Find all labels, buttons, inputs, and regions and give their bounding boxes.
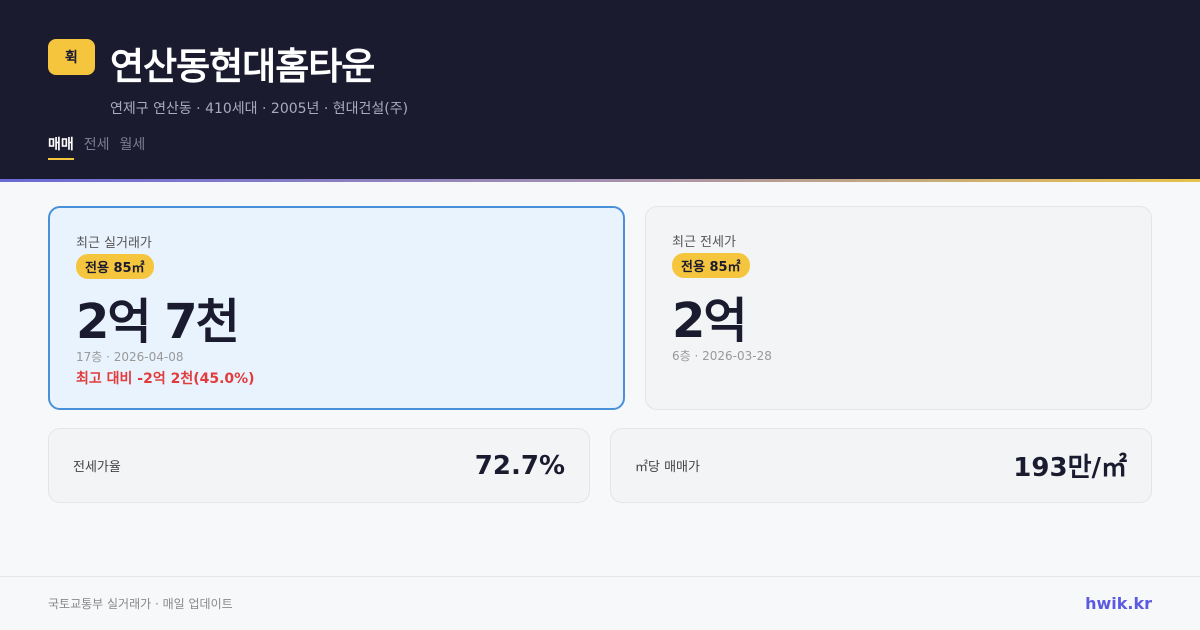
recent-sale-card: 최근 실거래가 전용 85㎡ 2억 7천 17층 · 2026-04-08 최고…: [48, 206, 625, 410]
tab-sale[interactable]: 매매: [48, 134, 74, 160]
jeonse-ratio-card: 전세가율 72.7%: [48, 428, 590, 503]
header-divider: [0, 179, 1200, 182]
brand-link[interactable]: hwik.kr: [1085, 594, 1152, 613]
sale-meta: 17층 · 2026-04-08: [76, 350, 184, 364]
logo: 휙: [48, 39, 95, 75]
stat-label: ㎡당 매매가: [635, 460, 700, 475]
jeonse-meta: 6층 · 2026-03-28: [672, 349, 772, 363]
card-label: 최근 전세가: [672, 235, 736, 250]
area-badge: 전용 85㎡: [672, 253, 750, 278]
stat-value: 72.7%: [474, 450, 565, 481]
recent-jeonse-card: 최근 전세가 전용 85㎡ 2억 6층 · 2026-03-28: [645, 206, 1152, 410]
header: 휙 연산동현대홈타운 연제구 연산동 · 410세대 · 2005년 · 현대건…: [0, 0, 1200, 179]
card-label: 최근 실거래가: [76, 236, 152, 251]
tab-bar: 매매 전세 월세: [48, 134, 145, 160]
subtitle: 연제구 연산동 · 410세대 · 2005년 · 현대건설(주): [110, 101, 409, 117]
tab-monthly[interactable]: 월세: [119, 137, 146, 153]
stat-value: 193만/㎡: [1013, 453, 1127, 483]
price-per-sqm-card: ㎡당 매매가 193만/㎡: [610, 428, 1152, 503]
diff-from-peak: 최고 대비 -2억 2천(45.0%): [76, 371, 255, 387]
tab-jeonse[interactable]: 전세: [83, 137, 110, 153]
stat-label: 전세가율: [73, 460, 121, 475]
area-badge: 전용 85㎡: [76, 254, 154, 279]
data-source: 국토교통부 실거래가 · 매일 업데이트: [48, 597, 233, 611]
sale-price: 2억 7천: [76, 294, 240, 350]
page-title: 연산동현대홈타운: [110, 45, 375, 88]
footer: 국토교통부 실거래가 · 매일 업데이트 hwik.kr: [0, 576, 1200, 630]
jeonse-price: 2억: [672, 293, 748, 349]
